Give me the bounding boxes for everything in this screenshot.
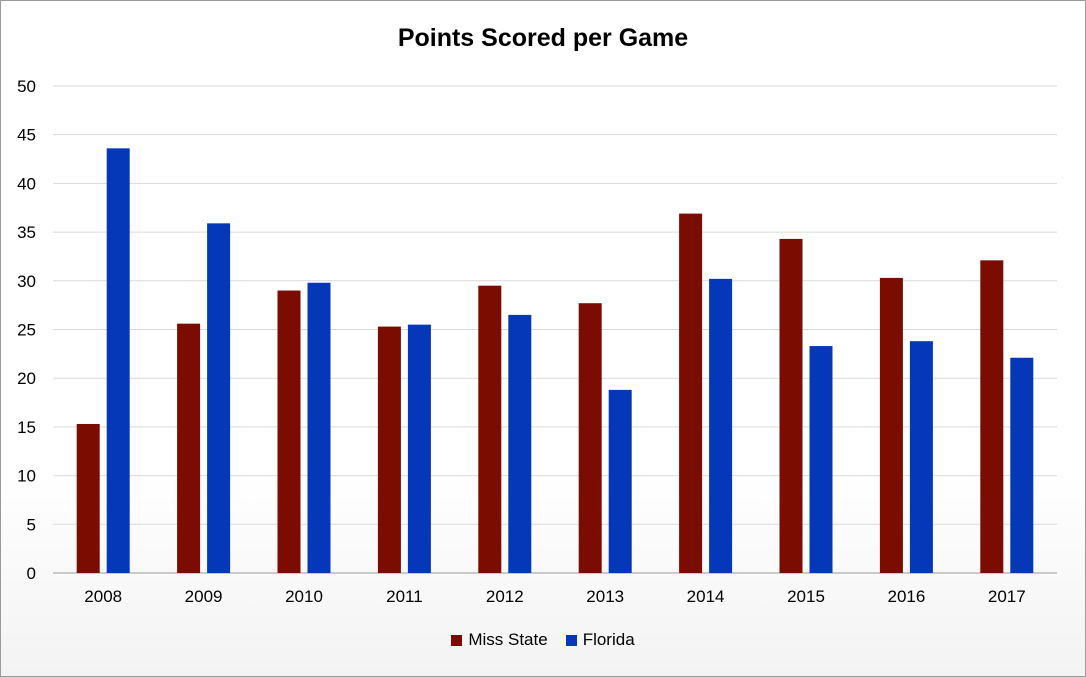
y-tick-label: 25 — [17, 321, 36, 340]
x-tick-label: 2008 — [84, 587, 122, 606]
bar-florida-2015 — [809, 346, 833, 573]
bar-florida-2011 — [407, 324, 431, 573]
bar-miss-state-2014 — [679, 213, 703, 573]
bar-florida-2013 — [608, 389, 632, 573]
legend-label-miss-state: Miss State — [468, 630, 548, 649]
bar-miss-state-2011 — [377, 326, 401, 573]
x-tick-label: 2011 — [386, 587, 423, 606]
bar-florida-2016 — [909, 341, 933, 573]
x-axis-ticks: 2008 2009 2010 2011 2012 2013 2014 2015 2016 2017 — [84, 587, 1025, 606]
y-tick-label: 10 — [17, 467, 36, 486]
bar-florida-2009 — [207, 223, 231, 574]
y-tick-label: 45 — [17, 126, 36, 145]
bar-miss-state-2008 — [76, 423, 100, 573]
x-tick-label: 2013 — [586, 587, 624, 606]
bar-miss-state-2016 — [879, 277, 903, 573]
y-tick-label: 35 — [17, 223, 36, 242]
y-tick-label: 5 — [27, 515, 36, 534]
x-tick-label: 2015 — [787, 587, 825, 606]
x-tick-label: 2014 — [687, 587, 725, 606]
gridlines — [53, 85, 1057, 574]
legend-item-florida: Florida — [565, 630, 635, 650]
legend-label-florida: Florida — [582, 630, 635, 649]
y-tick-label: 0 — [27, 564, 36, 583]
y-axis-ticks: 0 5 10 15 20 25 30 35 40 45 50 — [17, 77, 36, 583]
x-tick-label: 2009 — [185, 587, 223, 606]
bar-florida-2014 — [709, 278, 733, 573]
bar-miss-state-2012 — [478, 285, 502, 573]
y-tick-label: 30 — [17, 272, 36, 291]
x-tick-label: 2010 — [285, 587, 323, 606]
x-tick-label: 2017 — [988, 587, 1026, 606]
bar-florida-2008 — [106, 148, 130, 573]
bar-miss-state-2015 — [779, 238, 803, 573]
bar-florida-2017 — [1010, 357, 1034, 573]
chart-title: Points Scored per Game — [397, 24, 689, 52]
x-tick-label: 2016 — [887, 587, 925, 606]
x-tick-label: 2012 — [486, 587, 524, 606]
y-tick-label: 15 — [17, 418, 36, 437]
y-tick-label: 50 — [17, 77, 36, 96]
legend-swatch-miss-state — [451, 634, 463, 646]
legend-swatch-florida — [565, 634, 577, 646]
bars — [76, 148, 1034, 574]
y-tick-label: 40 — [17, 174, 36, 193]
bar-miss-state-2013 — [578, 303, 602, 573]
bar-miss-state-2017 — [980, 260, 1004, 573]
legend-item-miss-state: Miss State — [451, 630, 548, 650]
y-tick-label: 20 — [17, 369, 36, 388]
bar-miss-state-2010 — [277, 290, 301, 573]
legend: Miss State Florida — [0, 630, 1086, 650]
bar-florida-2012 — [508, 314, 532, 573]
bar-miss-state-2009 — [177, 323, 201, 573]
bar-florida-2010 — [307, 282, 331, 573]
